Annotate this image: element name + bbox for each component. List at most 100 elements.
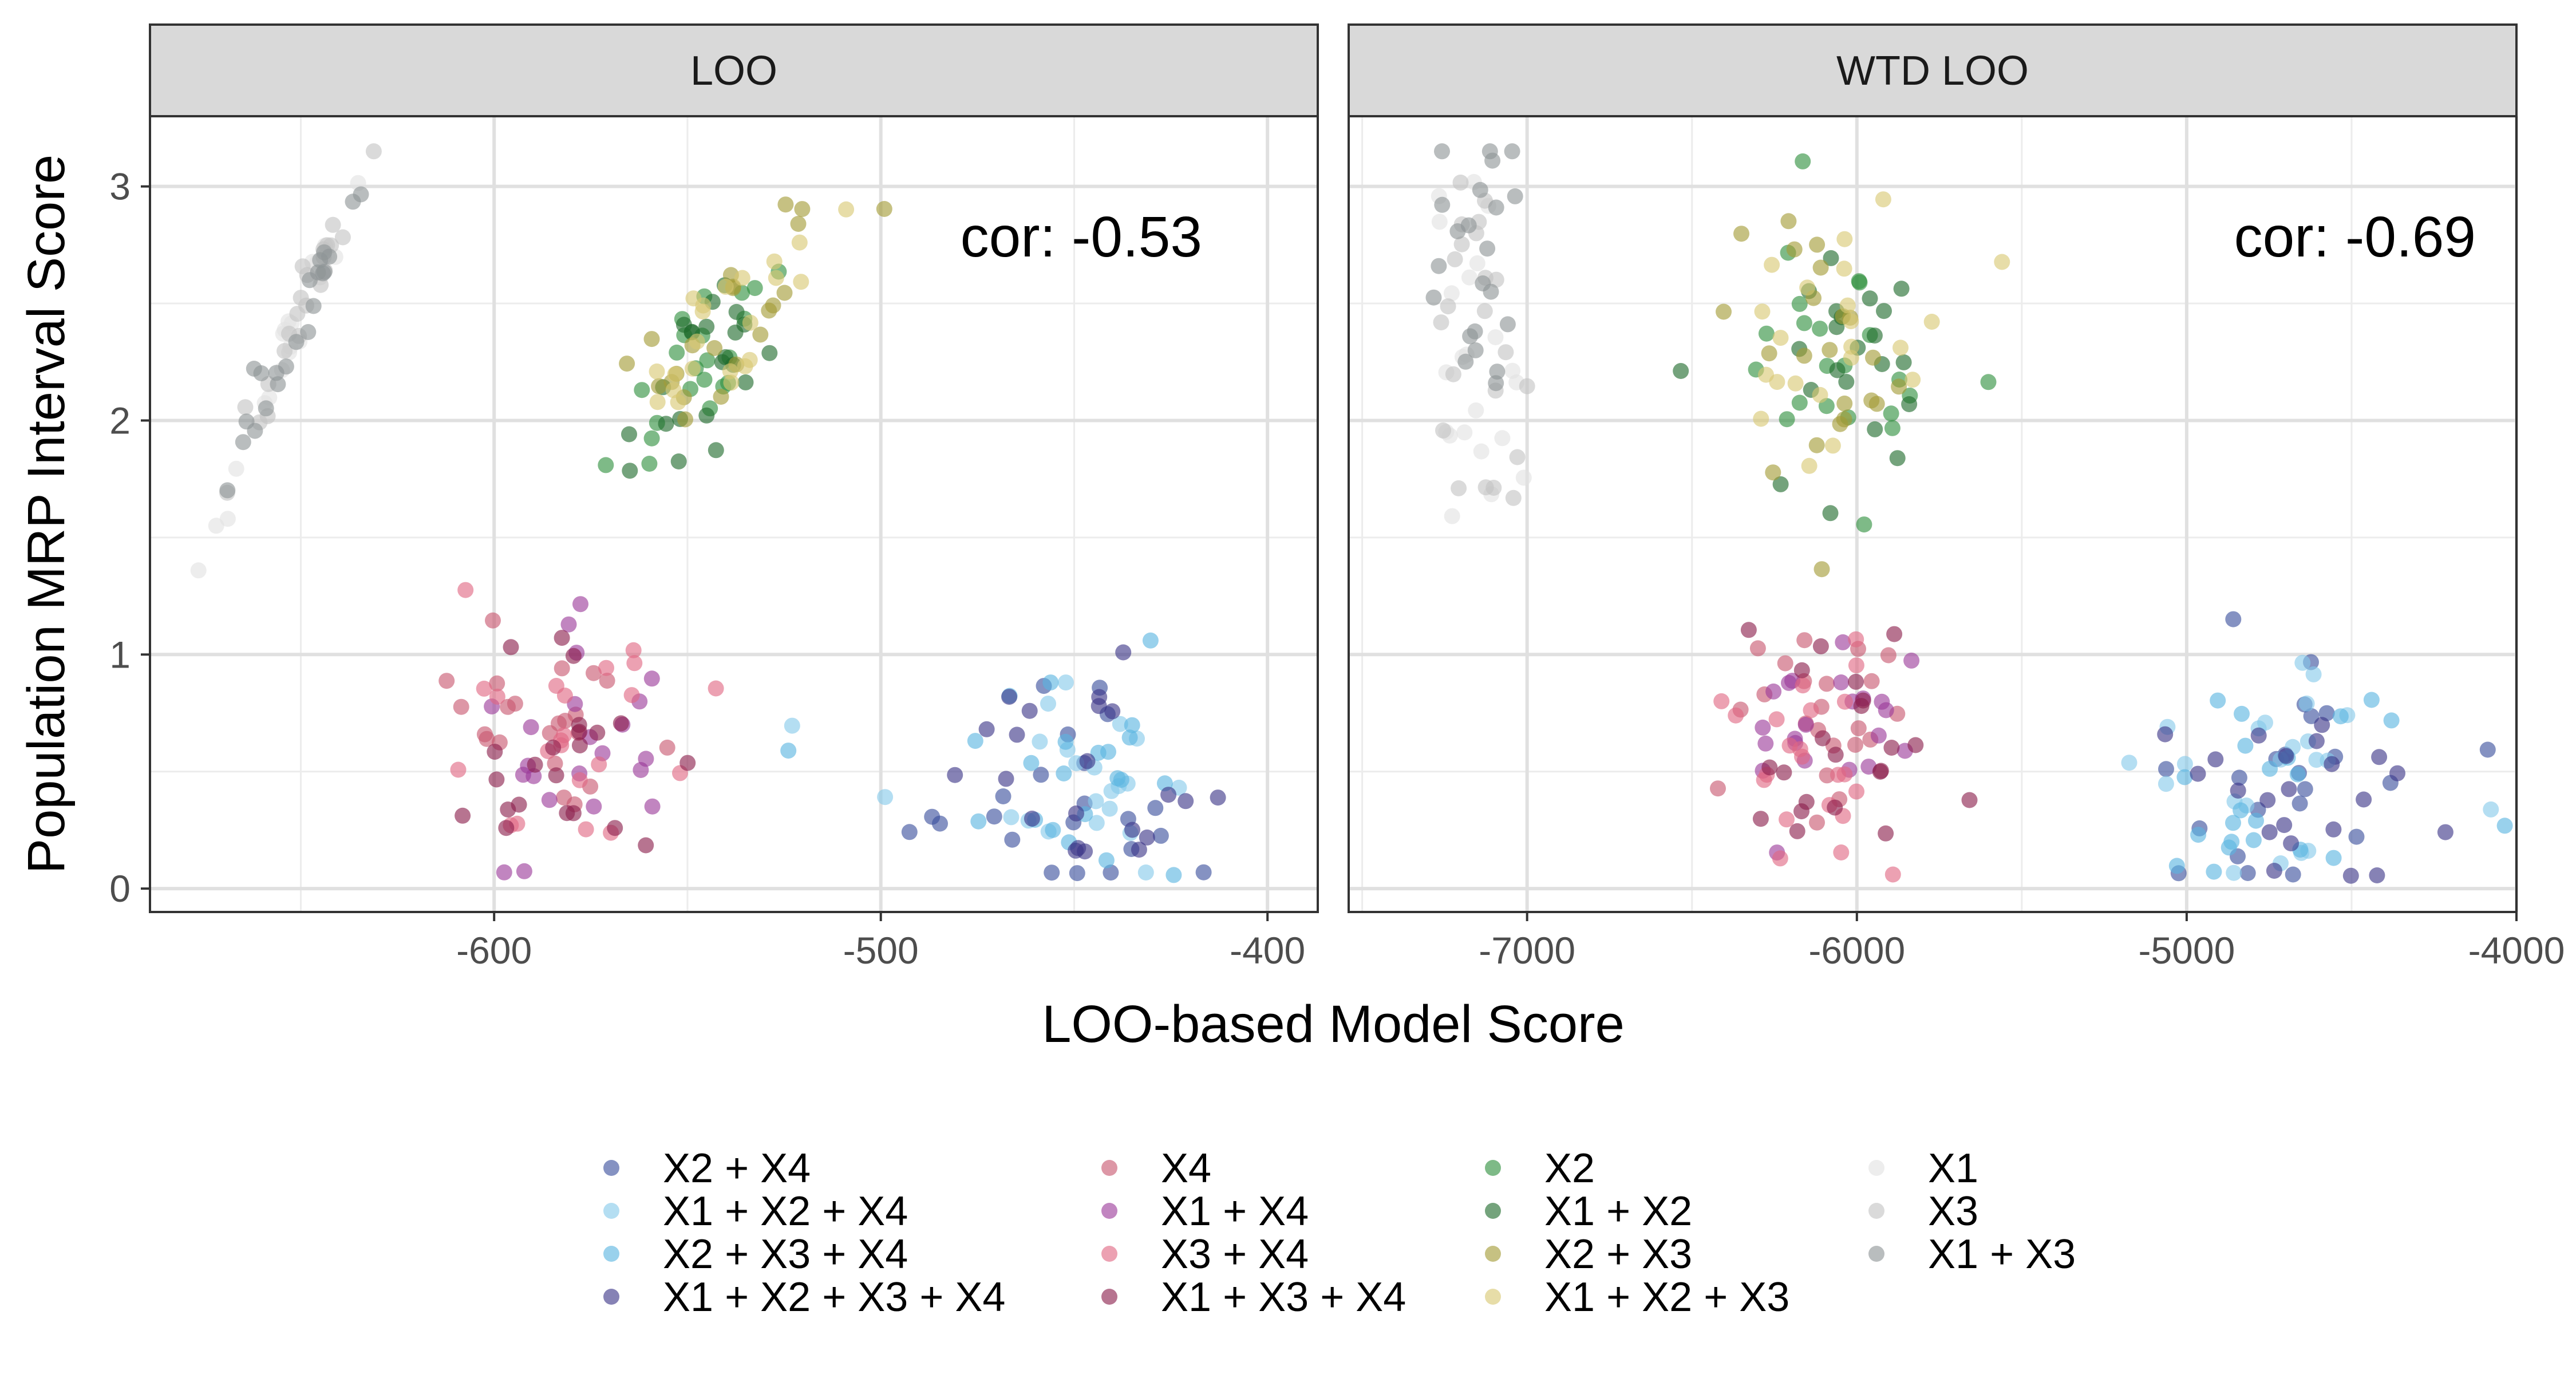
data-point — [791, 234, 808, 251]
data-point — [1868, 396, 1885, 412]
data-point — [667, 366, 683, 382]
data-point — [1045, 822, 1061, 838]
data-point — [2262, 760, 2278, 777]
data-point — [1843, 338, 1860, 355]
data-point — [967, 733, 983, 749]
strip-background — [149, 23, 1319, 117]
data-point — [1867, 421, 1883, 437]
data-point — [1781, 737, 1798, 754]
legend-label: X1 + X4 — [1161, 1189, 1309, 1234]
data-point — [1103, 864, 1119, 881]
data-point — [877, 789, 894, 806]
data-point — [2225, 611, 2242, 627]
data-point — [1779, 411, 1795, 428]
data-point — [2237, 737, 2254, 754]
data-point — [1796, 632, 1813, 649]
data-point — [498, 820, 515, 836]
data-point — [1812, 638, 1829, 654]
data-point — [1479, 240, 1496, 257]
data-point — [1753, 410, 1769, 427]
data-point — [1003, 809, 1020, 826]
data-point — [1070, 840, 1086, 856]
data-point — [1848, 631, 1864, 647]
data-point — [1757, 735, 1774, 752]
data-point — [713, 389, 729, 405]
data-point — [1855, 692, 1871, 709]
data-point — [1445, 366, 1461, 382]
data-point — [613, 715, 629, 732]
data-point — [1799, 279, 1816, 296]
data-point — [708, 680, 724, 697]
data-point — [1467, 323, 1483, 339]
data-point — [1809, 814, 1825, 831]
data-point — [1791, 295, 1808, 312]
data-point — [589, 724, 606, 741]
data-point — [2325, 850, 2342, 866]
data-point — [1453, 236, 1470, 252]
legend-label: X1 — [1928, 1146, 1978, 1191]
data-point — [1452, 174, 1469, 191]
data-point — [634, 382, 650, 398]
legend-item: X1 + X2 + X3 + X4 — [603, 1274, 1005, 1320]
data-point — [268, 365, 285, 381]
data-point — [658, 416, 674, 432]
data-point — [670, 394, 686, 410]
data-point — [219, 511, 236, 527]
data-point — [1057, 674, 1074, 691]
data-point — [2332, 708, 2349, 725]
data-point — [2261, 824, 2278, 840]
legend-label: X1 + X3 + X4 — [1161, 1274, 1406, 1320]
data-point — [1895, 354, 1912, 370]
data-point — [1443, 285, 1460, 302]
y-tick-label: 1 — [109, 633, 131, 676]
legend-key — [1485, 1203, 1501, 1219]
data-point — [1850, 720, 1867, 737]
data-point — [560, 616, 577, 633]
legend-item: X2 + X4 — [603, 1146, 811, 1191]
data-point — [2324, 756, 2340, 772]
data-point — [734, 270, 750, 286]
data-point — [321, 248, 338, 265]
data-point — [607, 820, 623, 836]
data-point — [489, 688, 505, 705]
x-axis-ticks: -7000 -6000 -5000 -4000 — [1479, 912, 2565, 972]
data-point — [2157, 726, 2174, 743]
legend-item: X3 + X4 — [1101, 1231, 1309, 1277]
data-point — [554, 630, 570, 646]
data-point — [599, 673, 615, 689]
data-point — [1815, 730, 1831, 747]
y-axis-title: Population MRP Interval Score — [17, 155, 76, 874]
legend-key — [1101, 1203, 1117, 1219]
data-point — [334, 229, 351, 246]
data-point — [1768, 711, 1785, 728]
data-point — [2230, 783, 2246, 799]
data-point — [623, 687, 640, 704]
data-point — [621, 426, 637, 443]
legend-key — [1101, 1289, 1117, 1305]
legend-key — [603, 1160, 619, 1176]
data-point — [1477, 479, 1494, 496]
legend-label: X3 + X4 — [1161, 1231, 1309, 1277]
data-point — [1740, 622, 1757, 638]
data-point — [2369, 867, 2385, 883]
data-point — [670, 453, 687, 469]
data-point — [1824, 437, 1841, 454]
data-point — [2225, 815, 2241, 831]
data-point — [578, 821, 594, 838]
y-axis-ticks: 0 1 2 3 — [109, 165, 150, 910]
data-point — [1754, 303, 1771, 320]
data-point — [1515, 469, 1532, 486]
data-point — [838, 201, 855, 218]
data-point — [766, 253, 783, 270]
data-point — [1772, 330, 1789, 346]
data-point — [644, 798, 661, 815]
data-point — [541, 792, 558, 808]
data-point — [1812, 386, 1828, 403]
y-tick-label: 0 — [109, 867, 131, 910]
data-point — [1777, 655, 1793, 672]
data-point — [289, 306, 306, 322]
data-point — [622, 463, 638, 479]
legend-item: X1 — [1868, 1146, 1978, 1191]
data-point — [1476, 303, 1493, 319]
data-point — [1444, 508, 1460, 524]
